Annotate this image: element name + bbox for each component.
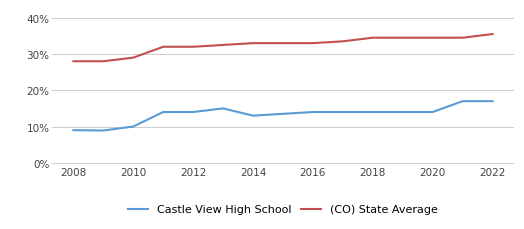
(CO) State Average: [220, 44, 226, 47]
(CO) State Average: [160, 46, 166, 49]
Castle View High School: [460, 100, 466, 103]
(CO) State Average: [489, 33, 496, 36]
(CO) State Average: [280, 43, 286, 45]
Castle View High School: [100, 130, 106, 132]
Castle View High School: [70, 129, 77, 132]
Castle View High School: [250, 115, 256, 117]
(CO) State Average: [100, 61, 106, 63]
(CO) State Average: [460, 37, 466, 40]
(CO) State Average: [400, 37, 406, 40]
(CO) State Average: [340, 41, 346, 44]
(CO) State Average: [190, 46, 196, 49]
Castle View High School: [369, 111, 376, 114]
Castle View High School: [130, 125, 136, 128]
Castle View High School: [489, 100, 496, 103]
(CO) State Average: [250, 43, 256, 45]
Castle View High School: [400, 111, 406, 114]
Castle View High School: [220, 108, 226, 110]
(CO) State Average: [70, 61, 77, 63]
Line: (CO) State Average: (CO) State Average: [73, 35, 493, 62]
(CO) State Average: [130, 57, 136, 60]
(CO) State Average: [310, 43, 316, 45]
(CO) State Average: [369, 37, 376, 40]
Castle View High School: [430, 111, 436, 114]
Castle View High School: [310, 111, 316, 114]
(CO) State Average: [430, 37, 436, 40]
Castle View High School: [190, 111, 196, 114]
Legend: Castle View High School, (CO) State Average: Castle View High School, (CO) State Aver…: [128, 204, 438, 214]
Castle View High School: [160, 111, 166, 114]
Castle View High School: [280, 113, 286, 116]
Line: Castle View High School: Castle View High School: [73, 102, 493, 131]
Castle View High School: [340, 111, 346, 114]
